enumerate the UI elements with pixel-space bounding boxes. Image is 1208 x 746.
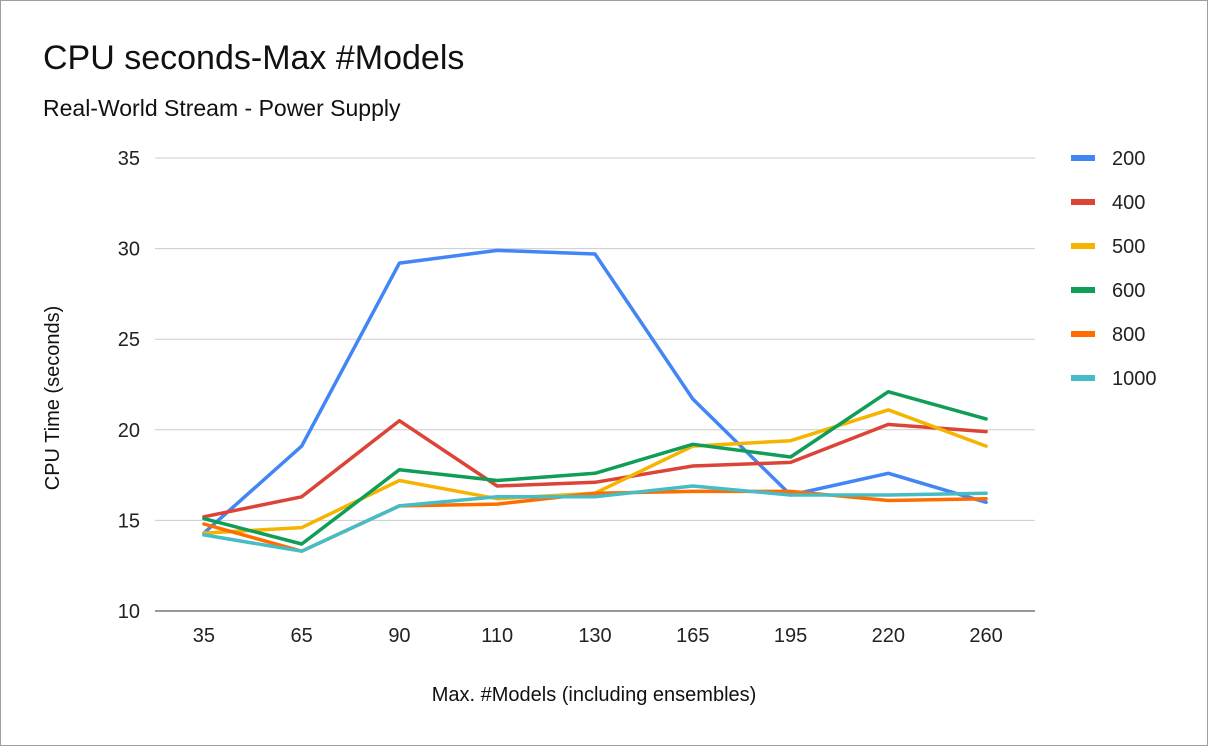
x-axis-ticks: 35 65 90 110 130 165 195 220 260: [193, 625, 1003, 647]
x-tick-label: 195: [774, 625, 807, 647]
series-line-600: [202, 389, 988, 546]
x-tick-label: 65: [291, 625, 313, 647]
x-tick-label: 130: [578, 625, 611, 647]
chart-title: CPU seconds-Max #Models: [43, 39, 465, 77]
legend-label-200: 200: [1112, 148, 1145, 170]
legend-label-800: 800: [1112, 324, 1145, 346]
y-tick-label: 35: [118, 148, 140, 170]
y-tick-label: 15: [118, 510, 140, 532]
x-axis-title: Max. #Models (including ensembles): [432, 684, 757, 706]
x-tick-label: 35: [193, 625, 215, 647]
chart-subtitle: Real-World Stream - Power Supply: [43, 95, 401, 121]
y-axis-ticks: 10 15 20 25 30 35: [118, 148, 140, 623]
y-axis-title: CPU Time (seconds): [42, 306, 64, 491]
legend-label-1000: 1000: [1112, 368, 1157, 390]
legend-label-500: 500: [1112, 236, 1145, 258]
x-tick-label: 165: [676, 625, 709, 647]
series-lines: [202, 248, 988, 553]
x-tick-label: 110: [481, 625, 513, 647]
y-tick-label: 30: [118, 239, 140, 261]
x-tick-label: 260: [969, 625, 1002, 647]
y-tick-label: 20: [118, 420, 140, 442]
series-line-1000: [202, 484, 988, 553]
legend-label-600: 600: [1112, 280, 1145, 302]
series-line-200: [202, 248, 988, 535]
legend-label-400: 400: [1112, 192, 1145, 214]
x-tick-label: 90: [388, 625, 410, 647]
x-tick-label: 220: [872, 625, 905, 647]
y-tick-label: 25: [118, 329, 140, 351]
series-line-400: [202, 418, 988, 519]
y-tick-label: 10: [118, 601, 140, 623]
gridlines: [155, 157, 1035, 612]
legend: 200 400 500 600 800 1000: [1071, 148, 1157, 390]
